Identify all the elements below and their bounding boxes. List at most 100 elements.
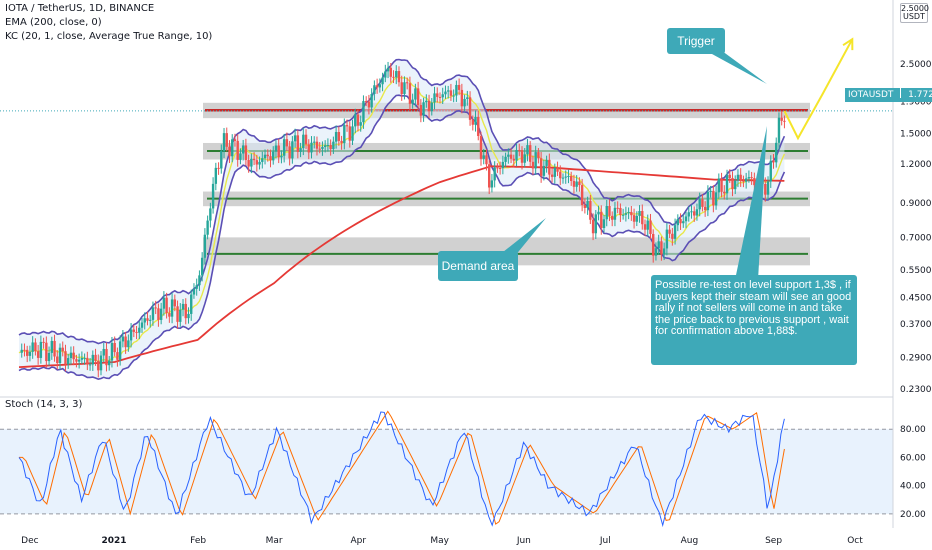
candle-body bbox=[703, 206, 707, 211]
candle-body bbox=[83, 357, 86, 359]
candle-body bbox=[146, 318, 149, 321]
price-tick-label: 0.2900 bbox=[900, 353, 932, 363]
candle-body bbox=[720, 178, 723, 192]
candle-body bbox=[277, 145, 280, 158]
candle-body bbox=[509, 154, 513, 159]
candle-body bbox=[88, 364, 92, 366]
note-pointer bbox=[735, 126, 767, 280]
candle-body bbox=[468, 97, 472, 120]
price-tick-label: 1.2000 bbox=[900, 160, 932, 170]
candle-body bbox=[91, 354, 95, 365]
time-tick-label: Dec bbox=[21, 536, 38, 546]
candle-body bbox=[430, 102, 433, 112]
candle-body bbox=[367, 101, 371, 108]
candle-body bbox=[641, 211, 644, 225]
candle-body bbox=[400, 82, 403, 94]
candle-body bbox=[252, 158, 256, 161]
candle-body bbox=[370, 94, 373, 108]
candle-body bbox=[285, 139, 289, 147]
candle-body bbox=[602, 219, 606, 228]
candle-body bbox=[682, 221, 685, 224]
projection-path bbox=[783, 38, 854, 141]
candle-body bbox=[414, 88, 417, 100]
candle-body bbox=[61, 347, 64, 352]
candle-body bbox=[116, 352, 119, 360]
candle-body bbox=[105, 348, 108, 366]
candle-body bbox=[239, 153, 242, 160]
candle-body bbox=[783, 120, 786, 122]
candle-body bbox=[528, 145, 532, 162]
candle-body bbox=[479, 135, 483, 159]
candle-body bbox=[102, 348, 105, 356]
stoch-tick-label: 60.00 bbox=[900, 453, 926, 463]
candle-body bbox=[545, 159, 548, 166]
candle-body bbox=[233, 139, 237, 141]
demand-area-text: Demand area bbox=[441, 259, 515, 273]
candle-body bbox=[31, 342, 34, 352]
candle-body bbox=[457, 84, 461, 90]
candle-body bbox=[138, 327, 141, 333]
candle-body bbox=[272, 151, 275, 161]
stoch-legend: Stoch (14, 3, 3) bbox=[5, 399, 83, 410]
candle-body bbox=[728, 174, 731, 179]
candle-body bbox=[693, 211, 696, 216]
candle-body bbox=[657, 241, 660, 249]
candle-body bbox=[261, 158, 264, 162]
candle-body bbox=[334, 132, 338, 142]
candle-body bbox=[523, 154, 526, 163]
candle-body bbox=[340, 140, 343, 144]
candle-body bbox=[291, 141, 294, 159]
candle-body bbox=[559, 171, 562, 179]
candle-body bbox=[553, 167, 556, 177]
candle-body bbox=[222, 133, 226, 152]
candle-body bbox=[187, 313, 190, 319]
candle-body bbox=[611, 215, 614, 220]
candle-body bbox=[433, 93, 436, 103]
candle-body bbox=[619, 207, 622, 216]
candle-body bbox=[482, 155, 485, 159]
candle-body bbox=[643, 224, 647, 230]
candle-body bbox=[493, 167, 496, 181]
candle-body bbox=[356, 114, 360, 126]
candle-body bbox=[220, 151, 223, 169]
candle-body bbox=[56, 356, 59, 364]
candle-body bbox=[744, 178, 748, 182]
candle-body bbox=[162, 297, 166, 309]
candle-body bbox=[244, 145, 248, 161]
candle-body bbox=[775, 142, 778, 163]
candle-body bbox=[345, 125, 349, 127]
candle-body bbox=[67, 358, 70, 365]
price-tick-label: 0.4500 bbox=[900, 294, 932, 304]
candle-body bbox=[698, 199, 701, 210]
trigger-text: Trigger bbox=[677, 34, 715, 48]
candle-body bbox=[149, 319, 152, 321]
candle-body bbox=[624, 213, 628, 215]
candle-body bbox=[266, 154, 269, 157]
candle-body bbox=[397, 71, 401, 83]
candle-body bbox=[214, 167, 218, 184]
time-tick-label: Mar bbox=[266, 536, 283, 546]
candle-body bbox=[206, 220, 209, 235]
candle-body bbox=[608, 206, 611, 216]
candle-body bbox=[422, 102, 425, 116]
candle-body bbox=[20, 349, 23, 353]
price-tag-symbol: IOTAUSDT bbox=[848, 90, 894, 100]
candle-body bbox=[151, 307, 155, 320]
candle-body bbox=[501, 161, 505, 169]
candle-body bbox=[351, 126, 354, 141]
candle-body bbox=[709, 190, 712, 192]
candle-body bbox=[725, 174, 729, 194]
price-tick-label: 0.7000 bbox=[900, 233, 932, 243]
candle-body bbox=[77, 359, 81, 362]
candle-body bbox=[734, 180, 737, 190]
candle-body bbox=[263, 154, 267, 159]
candle-body bbox=[165, 297, 168, 314]
candle-body bbox=[575, 181, 578, 187]
candle-body bbox=[343, 125, 346, 144]
candle-body bbox=[389, 67, 392, 77]
currency-unit-badge[interactable]: 2.5000 USDT bbox=[900, 3, 929, 23]
candle-body bbox=[750, 177, 753, 179]
ema-legend: EMA (200, close, 0) bbox=[5, 17, 102, 28]
candle-body bbox=[280, 155, 283, 158]
